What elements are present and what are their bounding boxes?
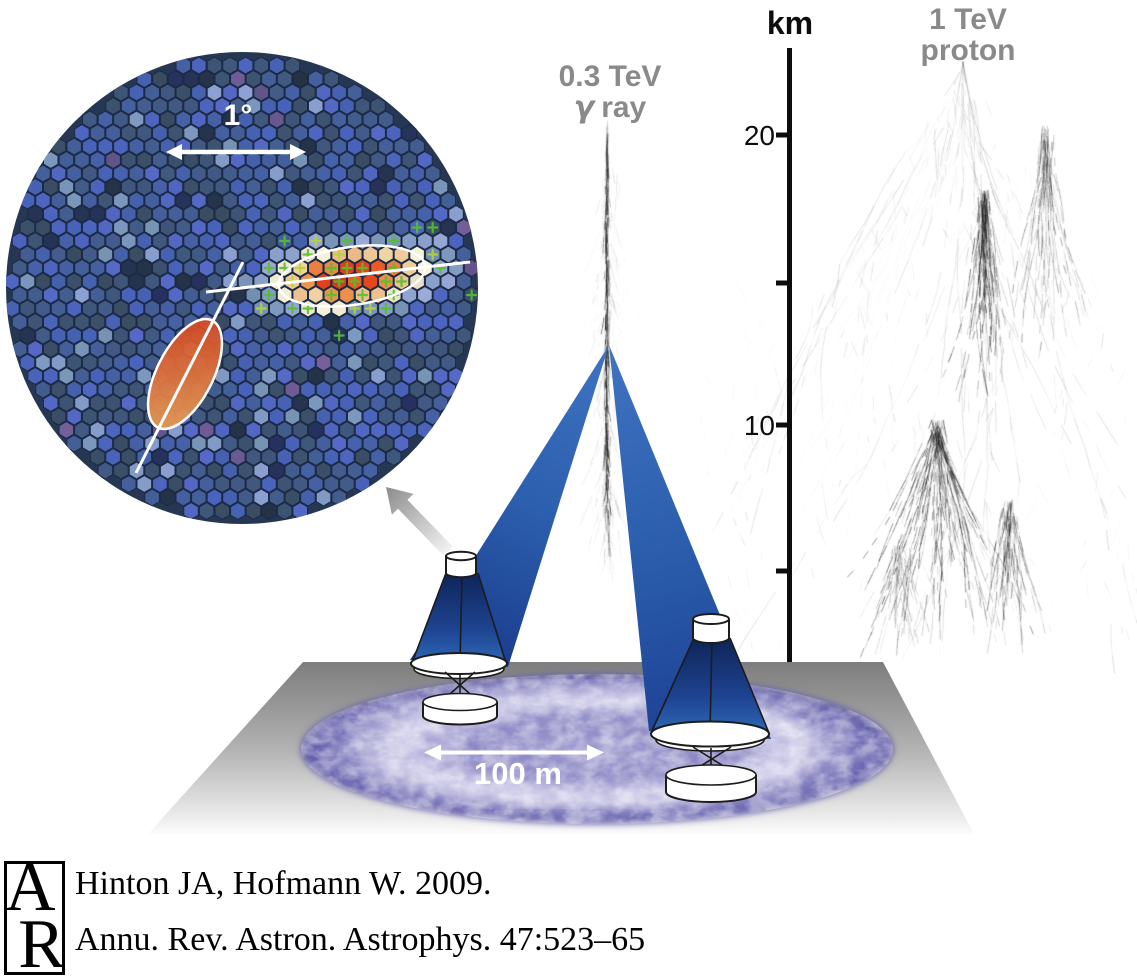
citation-journal: Annu. Rev. Astron. Astrophys. 47:523–65	[75, 921, 646, 958]
gamma-particle: γ ray	[573, 90, 647, 125]
axis-tick-label-10: 10	[743, 410, 775, 441]
citation-block: A R Hinton JA, Hofmann W. 2009. Annu. Re…	[0, 853, 1137, 978]
proton-particle: proton	[920, 34, 1016, 67]
camera-inset	[6, 52, 478, 524]
telescope-right	[650, 613, 770, 803]
inset-scale-arrow	[166, 144, 306, 160]
gamma-energy: 0.3 TeV	[558, 60, 662, 93]
ground-scale-label: 100 m	[474, 756, 562, 791]
annual-reviews-logo-icon: A R	[4, 853, 65, 978]
logo-letter-a: A	[5, 849, 56, 926]
gamma-symbol: γ	[573, 90, 595, 125]
axis-tick-label-20: 20	[743, 120, 775, 151]
citation-authors: Hinton JA, Hofmann W. 2009.	[75, 865, 492, 902]
mirror-dish	[650, 720, 770, 748]
camera-housing	[692, 619, 730, 644]
second-image-axis-line	[134, 261, 245, 474]
ground-scale-arrow	[424, 744, 604, 761]
gamma-image-axis-line	[205, 260, 471, 294]
axis-unit-label: km	[766, 5, 814, 41]
mirror-dish	[410, 652, 508, 675]
proton-energy: 1 TeV	[929, 3, 1007, 36]
inset-pointer-arrow-icon	[386, 487, 453, 556]
altitude-axis	[776, 48, 792, 662]
telescope-left	[410, 550, 508, 726]
gamma-shower-label: 0.3 TeV γ ray	[535, 61, 685, 123]
inset-scale-label: 1°	[223, 99, 253, 132]
logo-letter-r: R	[18, 906, 65, 978]
cherenkov-light-pool	[301, 674, 893, 824]
proton-shower-label: 1 TeV proton	[893, 4, 1043, 66]
camera-housing	[445, 556, 477, 579]
